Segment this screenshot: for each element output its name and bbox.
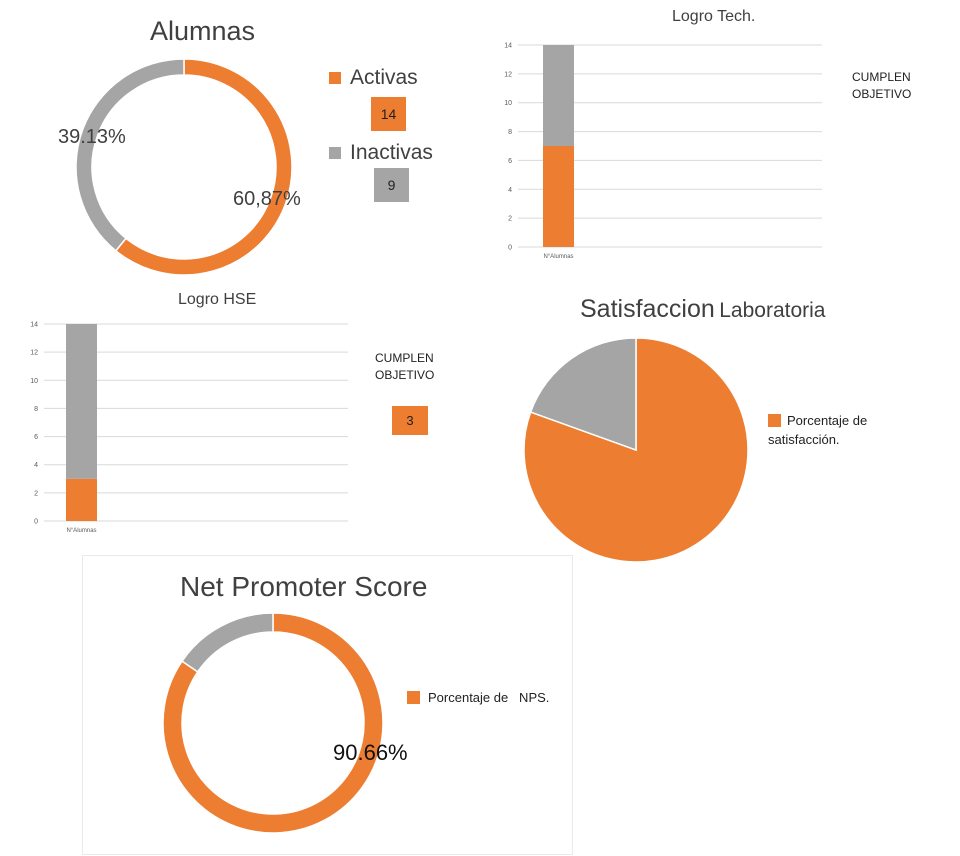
logro-tech-ytick-label: 8: [508, 129, 512, 136]
logro-hse-bar-chart: 0 2 4 6 8 10 12 14 N°Alumnas: [30, 322, 348, 534]
alumnas-activas-pct-label: 60,87%: [233, 188, 301, 210]
logro-hse-bar-segment-0: [66, 478, 97, 521]
legend-inactivas-label: Inactivas: [350, 141, 433, 164]
nps-legend-swatch: [407, 691, 420, 704]
nps-slice-0: [162, 612, 384, 834]
logro-tech-bar-chart: 0 2 4 6 8 10 12 14 N°Alumnas: [504, 43, 822, 260]
logro-tech-ytick-label: 12: [504, 71, 512, 78]
logro-tech-ytick-label: 10: [504, 100, 512, 107]
logro-tech-title: Logro Tech.: [672, 8, 756, 25]
satisfaccion-pie-chart: [523, 337, 749, 563]
legend-inactivas-swatch: [329, 147, 341, 159]
logro-tech-ytick-label: 0: [508, 245, 512, 252]
logro-hse-value-box: 3: [392, 406, 428, 435]
activas-count: 14: [380, 106, 397, 122]
nps-pct-label: 90.66%: [333, 740, 408, 765]
satisfaccion-title: Satisfaccion Laboratoria: [580, 295, 826, 324]
satisfaccion-legend-line2: satisfacción.: [768, 432, 840, 447]
logro-tech-note-line1: CUMPLEN: [852, 70, 911, 84]
logro-tech-ytick-label: 2: [508, 216, 512, 223]
logro-tech-ytick-label: 14: [504, 43, 512, 50]
nps-title: Net Promoter Score: [180, 571, 428, 602]
satisfaccion-legend-line1: Porcentaje de: [787, 413, 868, 428]
logro-hse-ytick-label: 8: [34, 406, 38, 413]
legend-activas-label: Activas: [350, 66, 418, 89]
satisfaccion-title-main: Satisfaccion: [580, 295, 715, 323]
satisfaccion-slice-1: [529, 337, 637, 452]
logro-hse-ytick-label: 4: [34, 462, 38, 469]
alumnas-inactivas-pct-label: 39.13%: [58, 126, 126, 148]
logro-tech-category-label: N°Alumnas: [543, 254, 573, 260]
nps-legend: Porcentaje de NPS.: [407, 690, 549, 705]
alumnas-panel: Alumnas 39.13% 60,87% Activas 14 Inactiv…: [0, 0, 482, 278]
inactivas-count: 9: [387, 177, 396, 193]
logro-tech-bar-segment-1: [543, 45, 574, 146]
nps-donut-chart: [162, 612, 384, 834]
alumnas-donut-chart: [75, 58, 293, 276]
legend-activas: Activas: [329, 66, 418, 90]
logro-hse-ytick-label: 12: [30, 350, 38, 357]
logro-tech-ytick-label: 6: [508, 158, 512, 165]
logro-hse-bar-segment-1: [66, 324, 97, 479]
nps-slice-1: [180, 612, 274, 673]
activas-count-box: 14: [371, 97, 406, 131]
nps-legend-label: Porcentaje de NPS.: [428, 690, 550, 705]
logro-tech-bar-segment-0: [543, 146, 574, 247]
satisfaccion-legend-swatch: [768, 414, 781, 427]
logro-hse-ytick-label: 10: [30, 378, 38, 385]
nps-panel: Net Promoter Score 90.66% Porcentaje de …: [82, 555, 573, 855]
logro-tech-ytick-label: 4: [508, 187, 512, 194]
legend-activas-swatch: [329, 72, 341, 84]
logro-hse-ytick-label: 2: [34, 490, 38, 497]
alumnas-slice-1: [75, 58, 185, 252]
logro-hse-ytick-label: 0: [34, 519, 38, 526]
legend-inactivas: Inactivas: [329, 141, 433, 165]
inactivas-count-box: 9: [374, 168, 409, 202]
logro-tech-note: CUMPLEN OBJETIVO: [852, 69, 911, 103]
satisfaccion-title-rest: Laboratoria: [719, 299, 826, 322]
satisfaccion-legend: Porcentaje de satisfacción.: [768, 411, 867, 449]
logro-hse-category-label: N°Alumnas: [66, 528, 96, 534]
logro-hse-ytick-label: 14: [30, 322, 38, 329]
logro-hse-note: CUMPLEN OBJETIVO: [375, 350, 434, 384]
alumnas-title: Alumnas: [150, 16, 256, 46]
logro-hse-note-line2: OBJETIVO: [375, 368, 435, 382]
logro-hse-value: 3: [406, 413, 414, 428]
logro-hse-note-line1: CUMPLEN: [375, 351, 434, 365]
logro-hse-ytick-label: 6: [34, 434, 38, 441]
logro-tech-note-line2: OBJETIVO: [852, 87, 912, 101]
alumnas-slice-0: [114, 58, 293, 276]
logro-hse-title: Logro HSE: [178, 291, 257, 308]
